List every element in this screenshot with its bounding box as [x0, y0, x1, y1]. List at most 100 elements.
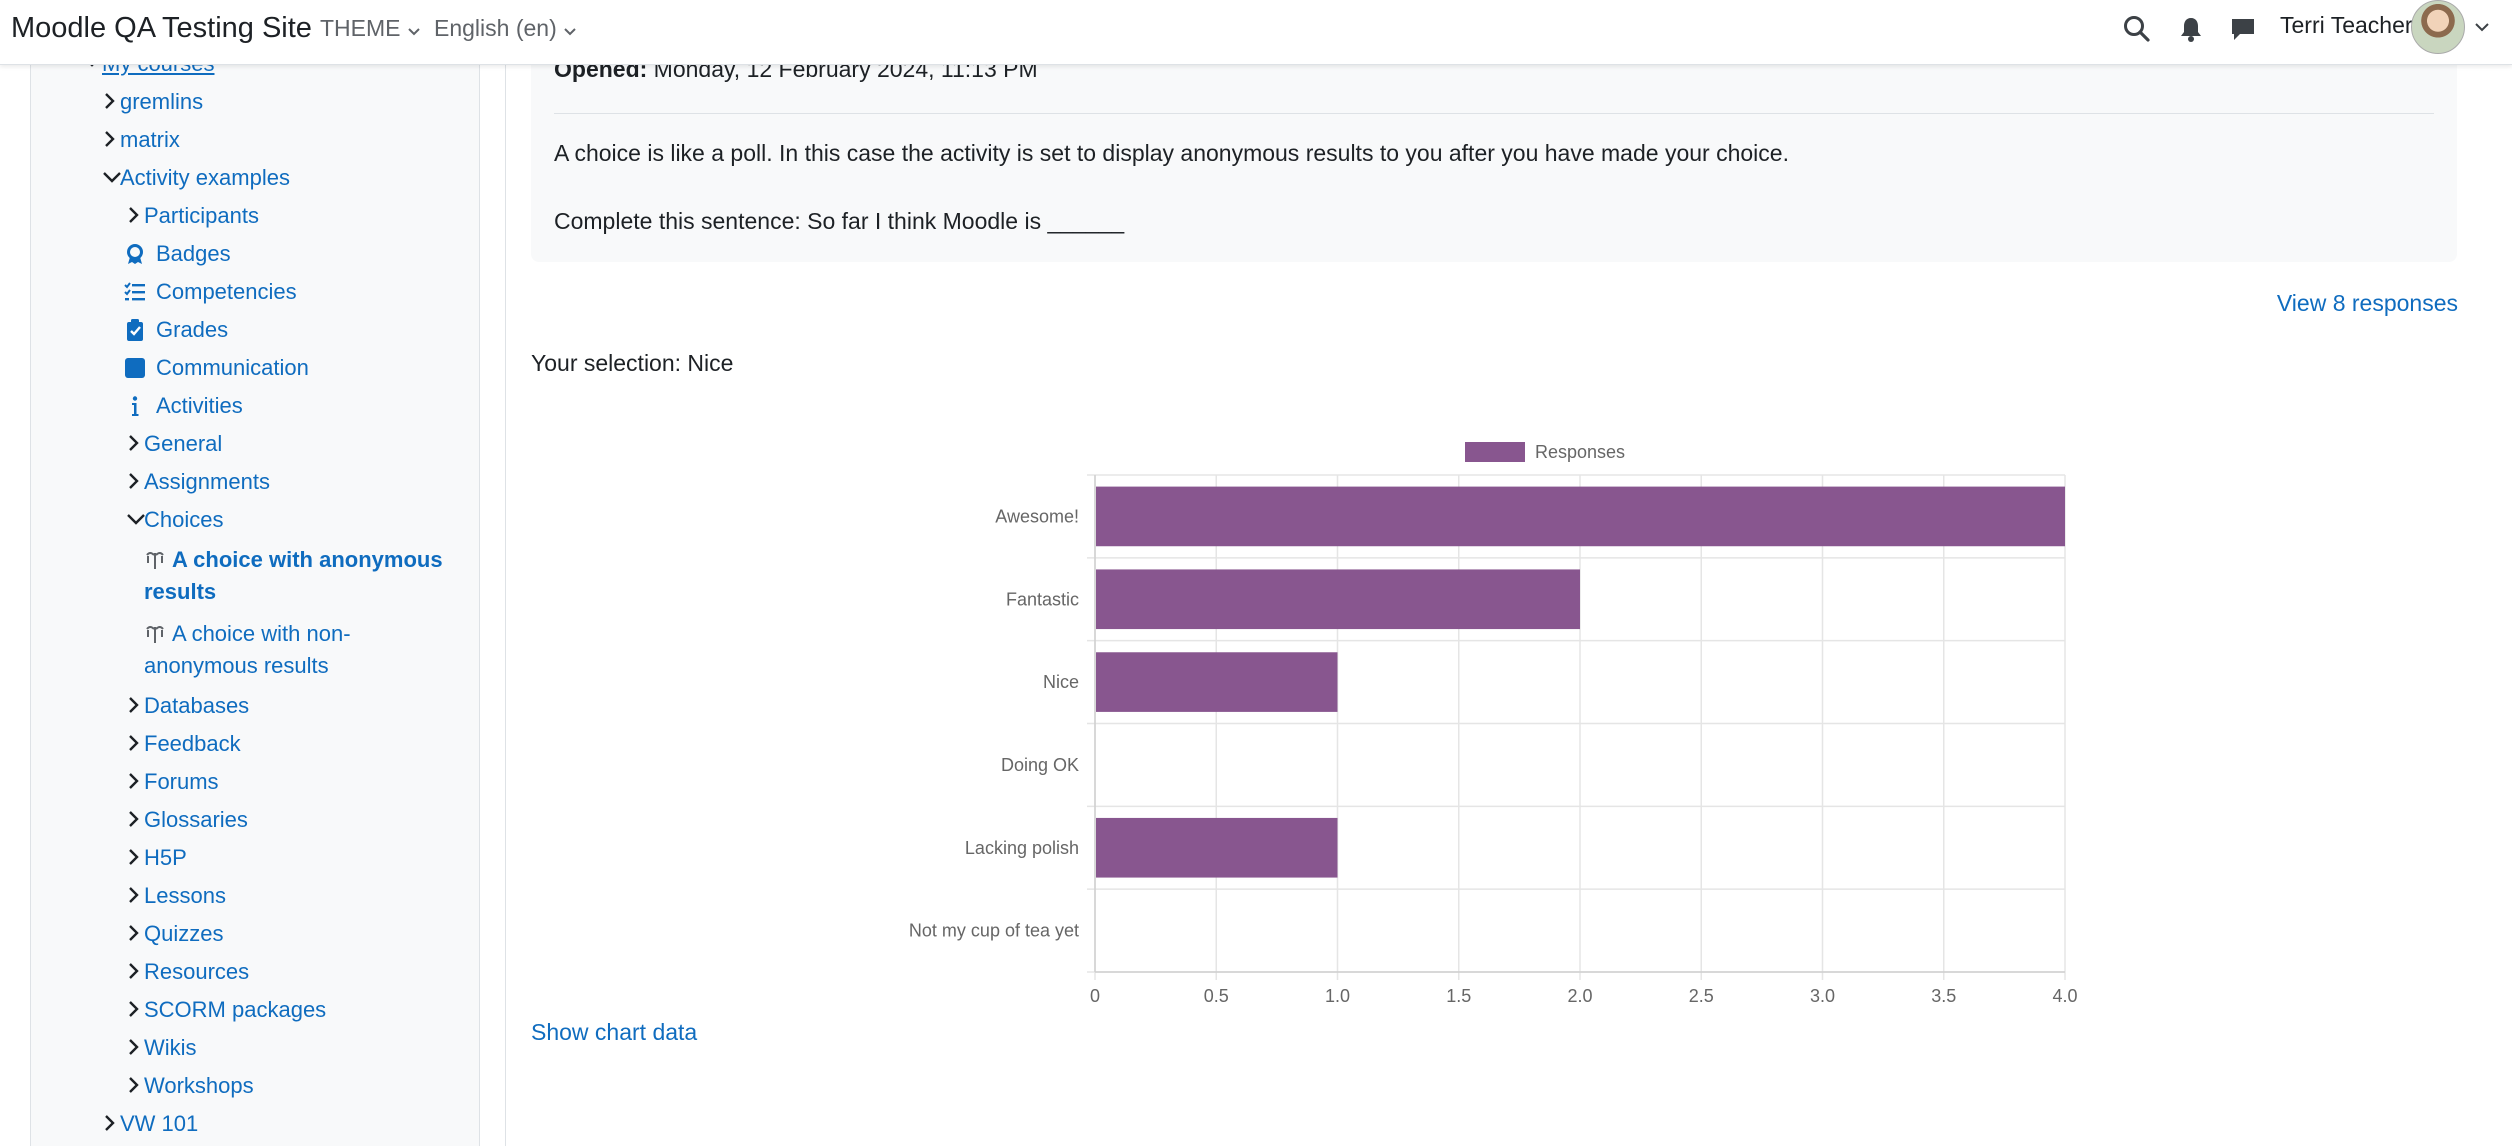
tree-item-communication[interactable]: Communication [124, 352, 309, 384]
tree-item-participants[interactable]: Participants [126, 200, 259, 232]
chevron-right-icon [102, 88, 118, 109]
tree-item-competencies[interactable]: Competencies [124, 276, 297, 308]
tree-item-glossaries[interactable]: Glossaries [126, 804, 248, 836]
tree-item-activities[interactable]: Activities [124, 390, 243, 422]
tree-item-activity-examples[interactable]: Activity examples [102, 162, 290, 194]
x-tick-label: 1.5 [1446, 986, 1471, 1006]
tree-item-label: gremlins [120, 89, 204, 114]
activity-intro-box [531, 40, 2457, 262]
chevron-right-icon [126, 730, 142, 751]
tree-item-label: Assignments [144, 469, 270, 494]
tree-item-label: Wikis [144, 1035, 197, 1060]
x-tick-label: 0 [1090, 986, 1100, 1006]
chevron-right-icon [102, 126, 118, 147]
tree-item-quizzes[interactable]: Quizzes [126, 918, 223, 950]
tree-item-label: Quizzes [144, 921, 224, 946]
tree-item-wikis[interactable]: Wikis [126, 1032, 197, 1064]
chevron-right-icon [126, 430, 142, 451]
chevron-down-icon [126, 506, 145, 526]
category-label: Fantastic [1006, 589, 1079, 609]
chevron-right-icon [126, 468, 142, 489]
bar [1096, 569, 1580, 630]
choice-icon [144, 622, 166, 644]
chevron-right-icon [126, 1034, 142, 1055]
tree-item-label: Resources [144, 959, 250, 984]
tree-item-label: A choice with anonymous results [144, 547, 443, 604]
chevron-down-icon[interactable] [2474, 21, 2490, 39]
tree-item-label: Badges [156, 241, 231, 266]
chevron-right-icon [102, 1110, 118, 1131]
tree-item-label: Activities [156, 393, 243, 418]
tree-item-gremlins[interactable]: gremlins [102, 86, 203, 118]
tree-item-matrix[interactable]: matrix [102, 124, 180, 156]
choice-icon [144, 548, 166, 570]
tree-item-resources[interactable]: Resources [126, 956, 249, 988]
tree-item-vw-101[interactable]: VW 101 [102, 1108, 198, 1140]
tree-item-scorm-packages[interactable]: SCORM packages [126, 994, 326, 1026]
x-tick-label: 0.5 [1204, 986, 1229, 1006]
tree-item-general[interactable]: General [126, 428, 222, 460]
tree-item-h5p[interactable]: H5P [126, 842, 187, 874]
chevron-right-icon [126, 844, 142, 865]
theme-menu-label: THEME [320, 15, 401, 41]
avatar[interactable] [2411, 0, 2465, 54]
tree-item-grades[interactable]: Grades [124, 314, 228, 346]
tree-item-label: H5P [144, 845, 187, 870]
clipboard-check-icon [124, 318, 146, 341]
chevron-right-icon [126, 692, 142, 713]
chevron-right-icon [126, 958, 142, 979]
bar [1096, 817, 1338, 878]
tree-item-feedback[interactable]: Feedback [126, 728, 241, 760]
search-icon[interactable] [2122, 14, 2152, 44]
badge-icon [124, 242, 146, 264]
tree-item-lessons[interactable]: Lessons [126, 880, 226, 912]
tree-item-databases[interactable]: Databases [126, 690, 249, 722]
top-navbar: Moodle QA Testing Site THEME English (en… [0, 0, 2512, 65]
x-tick-label: 4.0 [2052, 986, 2077, 1006]
tree-item-label: Participants [144, 203, 259, 228]
bar [1096, 652, 1338, 712]
language-menu-label: English (en) [434, 15, 557, 41]
category-label: Not my cup of tea yet [909, 921, 1079, 941]
legend-label: Responses [1535, 442, 1625, 462]
site-name[interactable]: Moodle QA Testing Site [11, 12, 312, 44]
tree-item-workshops[interactable]: Workshops [126, 1070, 254, 1102]
checklist-icon [124, 280, 146, 302]
theme-menu[interactable]: THEME [320, 15, 421, 43]
tree-item-choice-non-anonymous[interactable]: A choice with non-anonymous results [144, 618, 444, 682]
info-icon [124, 394, 146, 416]
tree-item-label: Feedback [144, 731, 241, 756]
chevron-down-icon [102, 164, 121, 184]
language-menu[interactable]: English (en) [434, 15, 577, 43]
show-chart-data-link[interactable]: Show chart data [531, 1019, 698, 1045]
tree-item-label: VW 101 [120, 1111, 199, 1136]
tree-item-assignments[interactable]: Assignments [126, 466, 270, 498]
tree-item-choices[interactable]: Choices [126, 504, 223, 536]
bell-icon[interactable] [2176, 14, 2206, 44]
tree-item-choice-anonymous[interactable]: A choice with anonymous results [144, 544, 474, 608]
tree-item-label: Choices [144, 507, 224, 532]
x-tick-label: 3.5 [1931, 986, 1956, 1006]
tree-item-label: Grades [156, 317, 229, 342]
chevron-right-icon [126, 1072, 142, 1093]
square-icon [124, 356, 146, 378]
tree-item-label: matrix [120, 127, 180, 152]
category-label: Nice [1043, 672, 1079, 692]
course-index-drawer [30, 64, 480, 1146]
x-tick-label: 3.0 [1810, 986, 1835, 1006]
user-name[interactable]: Terri Teacher [2280, 12, 2413, 38]
tree-item-label: SCORM packages [144, 997, 327, 1022]
chevron-right-icon [126, 882, 142, 903]
chevron-right-icon [126, 920, 142, 941]
category-label: Awesome! [995, 506, 1079, 526]
chat-icon[interactable] [2228, 14, 2258, 44]
x-tick-label: 2.0 [1567, 986, 1592, 1006]
divider [554, 113, 2434, 114]
chevron-down-icon [563, 16, 577, 43]
intro-paragraph: A choice is like a poll. In this case th… [554, 140, 1789, 166]
tree-item-badges[interactable]: Badges [124, 238, 231, 270]
intro-question: Complete this sentence: So far I think M… [554, 208, 1125, 234]
tree-item-forums[interactable]: Forums [126, 766, 219, 798]
tree-item-label: Communication [156, 355, 309, 380]
view-responses-link[interactable]: View 8 responses [2276, 290, 2458, 316]
